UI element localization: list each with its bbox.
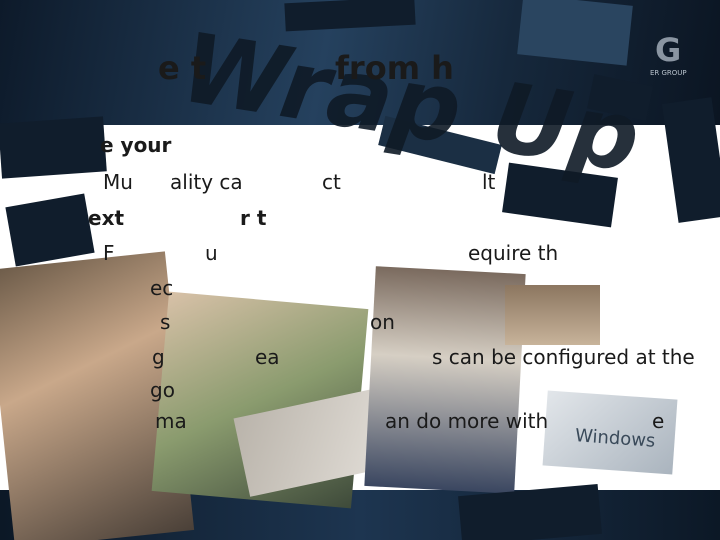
- photo-store: [364, 266, 526, 494]
- bullet: go: [150, 378, 175, 402]
- bullet: u: [205, 241, 218, 265]
- bullet: ext: [88, 206, 125, 230]
- bullet: r t: [240, 206, 267, 230]
- bullet: ality ca: [170, 170, 243, 194]
- logo-text: ER GROUP: [650, 69, 687, 77]
- bullet: s can be configured at the: [432, 345, 695, 369]
- bullet: ct: [322, 170, 341, 194]
- bullet: F: [103, 241, 115, 265]
- logo-mark: G: [655, 31, 682, 69]
- tile: [517, 0, 633, 66]
- bullet: lt: [482, 170, 496, 194]
- bullet: Mu: [103, 170, 133, 194]
- bullet: s: [160, 310, 171, 334]
- bullet: e: [652, 409, 665, 433]
- bullet: ea: [255, 345, 280, 369]
- photo-shelf: [505, 285, 600, 345]
- tile: [5, 193, 95, 267]
- bullet: ma: [155, 409, 187, 433]
- tile: [661, 97, 720, 223]
- bullet: an do more with: [385, 409, 549, 433]
- title: e t: [158, 49, 207, 87]
- bullet: ec: [150, 276, 174, 300]
- title: from h: [335, 49, 454, 87]
- bullet: e your: [100, 133, 172, 157]
- tile: [0, 116, 107, 179]
- bullet: g: [152, 345, 165, 369]
- bullet: equire th: [468, 241, 559, 265]
- bullet: on: [370, 310, 395, 334]
